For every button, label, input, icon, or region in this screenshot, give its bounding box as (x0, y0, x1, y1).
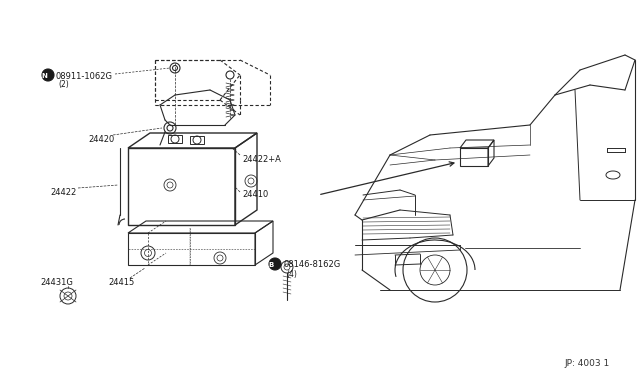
Text: B: B (268, 262, 274, 268)
Text: (2): (2) (58, 80, 68, 89)
Text: 24415: 24415 (108, 278, 134, 287)
Text: JP: 4003 1: JP: 4003 1 (564, 359, 610, 368)
Text: 24410: 24410 (242, 190, 268, 199)
Text: 24431G: 24431G (40, 278, 73, 287)
Text: 24420: 24420 (88, 135, 115, 144)
Text: (4): (4) (286, 270, 297, 279)
Circle shape (42, 69, 54, 81)
Text: 24422+A: 24422+A (242, 155, 281, 164)
Text: 08146-8162G: 08146-8162G (283, 260, 340, 269)
Text: 24422: 24422 (50, 188, 76, 197)
Circle shape (269, 258, 281, 270)
Text: N: N (41, 73, 47, 79)
Text: 08911-1062G: 08911-1062G (56, 72, 113, 81)
